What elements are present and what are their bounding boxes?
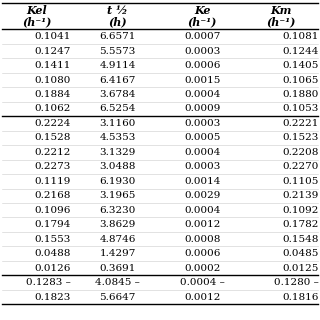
Text: (h⁻¹): (h⁻¹) xyxy=(266,16,295,27)
Text: 0.2139: 0.2139 xyxy=(282,191,318,200)
Text: 0.0014: 0.0014 xyxy=(184,177,220,186)
Text: 0.2270: 0.2270 xyxy=(282,162,318,171)
Text: 0.1816: 0.1816 xyxy=(282,292,318,301)
Text: 0.1092: 0.1092 xyxy=(282,206,318,215)
Text: 0.2273: 0.2273 xyxy=(34,162,70,171)
Text: 0.1096: 0.1096 xyxy=(34,206,70,215)
Text: 0.0004: 0.0004 xyxy=(184,148,220,157)
Text: Ke: Ke xyxy=(194,5,211,16)
Text: 0.1081: 0.1081 xyxy=(282,32,318,41)
Text: 6.4167: 6.4167 xyxy=(100,76,136,84)
Text: 4.8746: 4.8746 xyxy=(100,235,136,244)
Text: Km: Km xyxy=(270,5,292,16)
Text: 0.1548: 0.1548 xyxy=(282,235,318,244)
Text: (h⁻¹): (h⁻¹) xyxy=(22,16,52,27)
Text: 0.2221: 0.2221 xyxy=(282,119,318,128)
Text: 0.2224: 0.2224 xyxy=(34,119,70,128)
Text: 4.9114: 4.9114 xyxy=(100,61,136,70)
Text: 3.1965: 3.1965 xyxy=(100,191,136,200)
Text: 0.0006: 0.0006 xyxy=(184,249,220,258)
Text: 0.1041: 0.1041 xyxy=(34,32,70,41)
Text: 0.1244: 0.1244 xyxy=(282,47,318,56)
Text: 0.0003: 0.0003 xyxy=(184,162,220,171)
Text: 0.3691: 0.3691 xyxy=(100,264,136,273)
Text: 0.0488: 0.0488 xyxy=(34,249,70,258)
Text: 0.1053: 0.1053 xyxy=(282,105,318,114)
Text: 0.2168: 0.2168 xyxy=(34,191,70,200)
Text: 0.2208: 0.2208 xyxy=(282,148,318,157)
Text: 0.1119: 0.1119 xyxy=(34,177,70,186)
Text: 6.1930: 6.1930 xyxy=(100,177,136,186)
Text: 4.5353: 4.5353 xyxy=(100,133,136,142)
Text: 3.1160: 3.1160 xyxy=(100,119,136,128)
Text: 0.1405: 0.1405 xyxy=(282,61,318,70)
Text: 0.0029: 0.0029 xyxy=(184,191,220,200)
Text: 4.0845 –: 4.0845 – xyxy=(95,278,140,287)
Text: 0.0007: 0.0007 xyxy=(184,32,220,41)
Text: 0.0006: 0.0006 xyxy=(184,61,220,70)
Text: 0.1823: 0.1823 xyxy=(34,292,70,301)
Text: 5.5573: 5.5573 xyxy=(100,47,136,56)
Text: 0.1523: 0.1523 xyxy=(282,133,318,142)
Text: 0.1065: 0.1065 xyxy=(282,76,318,84)
Text: 0.0004: 0.0004 xyxy=(184,206,220,215)
Text: 0.1782: 0.1782 xyxy=(282,220,318,229)
Text: 0.0008: 0.0008 xyxy=(184,235,220,244)
Text: 0.0126: 0.0126 xyxy=(34,264,70,273)
Text: t ½: t ½ xyxy=(107,5,128,16)
Text: 0.0004: 0.0004 xyxy=(184,90,220,99)
Text: 0.0005: 0.0005 xyxy=(184,133,220,142)
Text: 0.0012: 0.0012 xyxy=(184,220,220,229)
Text: 6.6571: 6.6571 xyxy=(100,32,136,41)
Text: 0.1553: 0.1553 xyxy=(34,235,70,244)
Text: (h⁻¹): (h⁻¹) xyxy=(188,16,217,27)
Text: 0.1080: 0.1080 xyxy=(34,76,70,84)
Text: 6.5254: 6.5254 xyxy=(100,105,136,114)
Text: 0.0012: 0.0012 xyxy=(184,292,220,301)
Text: 0.0485: 0.0485 xyxy=(282,249,318,258)
Text: 0.1280 –: 0.1280 – xyxy=(274,278,318,287)
Text: 1.4297: 1.4297 xyxy=(100,249,136,258)
Text: (h): (h) xyxy=(108,16,127,27)
Text: 0.1247: 0.1247 xyxy=(34,47,70,56)
Text: 0.0002: 0.0002 xyxy=(184,264,220,273)
Text: 0.1411: 0.1411 xyxy=(34,61,70,70)
Text: 0.1283 –: 0.1283 – xyxy=(26,278,70,287)
Text: 5.6647: 5.6647 xyxy=(100,292,136,301)
Text: 0.0004 –: 0.0004 – xyxy=(180,278,225,287)
Text: Kel: Kel xyxy=(27,5,47,16)
Text: 0.2212: 0.2212 xyxy=(34,148,70,157)
Text: 0.1528: 0.1528 xyxy=(34,133,70,142)
Text: 0.0015: 0.0015 xyxy=(184,76,220,84)
Text: 6.3230: 6.3230 xyxy=(100,206,136,215)
Text: 0.1105: 0.1105 xyxy=(282,177,318,186)
Text: 0.0125: 0.0125 xyxy=(282,264,318,273)
Text: 0.0003: 0.0003 xyxy=(184,47,220,56)
Text: 3.8629: 3.8629 xyxy=(100,220,136,229)
Text: 0.1794: 0.1794 xyxy=(34,220,70,229)
Text: 0.0009: 0.0009 xyxy=(184,105,220,114)
Text: 0.1880: 0.1880 xyxy=(282,90,318,99)
Text: 3.6784: 3.6784 xyxy=(100,90,136,99)
Text: 3.0488: 3.0488 xyxy=(100,162,136,171)
Text: 0.0003: 0.0003 xyxy=(184,119,220,128)
Text: 0.1062: 0.1062 xyxy=(34,105,70,114)
Text: 0.1884: 0.1884 xyxy=(34,90,70,99)
Text: 3.1329: 3.1329 xyxy=(100,148,136,157)
